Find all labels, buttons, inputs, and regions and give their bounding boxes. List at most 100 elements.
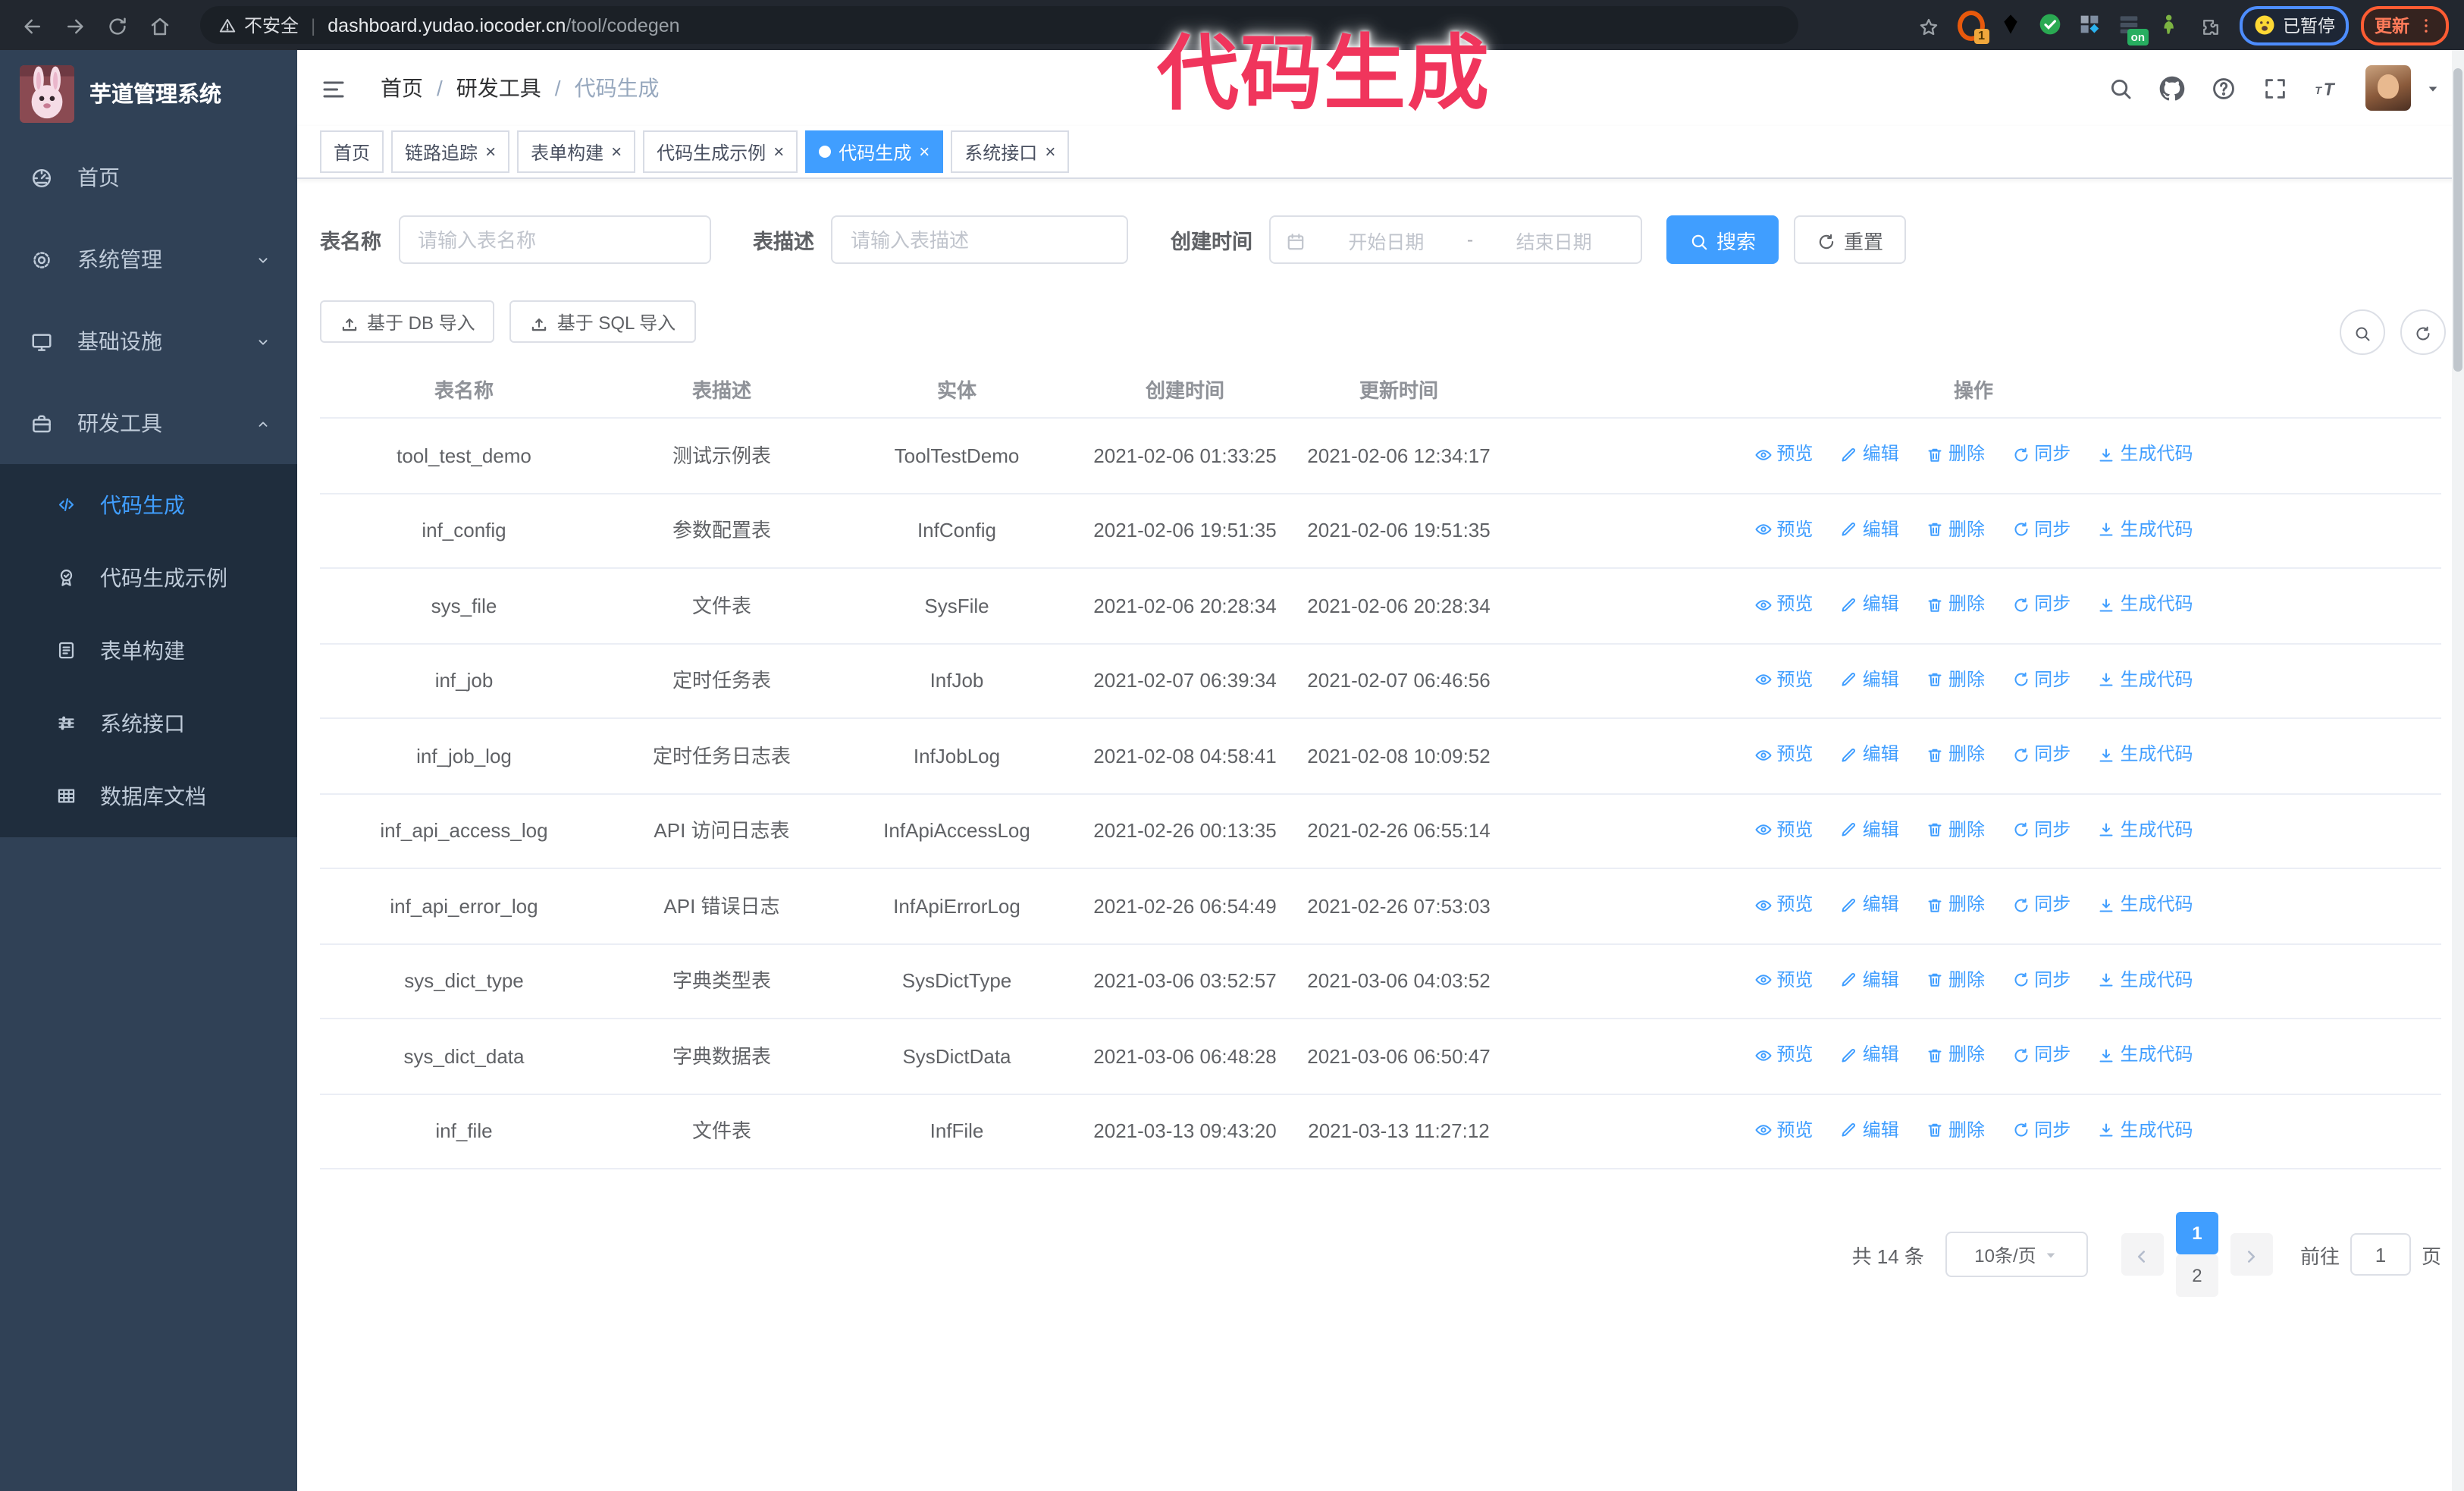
row-action-link[interactable]: 同步	[2011, 515, 2071, 544]
row-action-link[interactable]: 预览	[1754, 740, 1813, 769]
browser-reload-icon[interactable]	[100, 8, 133, 42]
row-action-link[interactable]: 编辑	[1840, 1041, 1899, 1069]
close-icon[interactable]: ×	[773, 141, 785, 162]
help-icon[interactable]	[2211, 73, 2237, 103]
row-action-link[interactable]: 删除	[1926, 590, 1985, 619]
search-icon[interactable]	[2108, 73, 2133, 103]
row-action-link[interactable]: 编辑	[1840, 815, 1899, 844]
row-action-link[interactable]: 同步	[2011, 965, 2071, 994]
extensions-puzzle-icon[interactable]	[2193, 8, 2227, 42]
close-icon[interactable]: ×	[485, 141, 497, 162]
sidebar-submenu-item[interactable]: 代码生成示例	[0, 541, 297, 614]
sidebar-menu-item[interactable]: 系统管理	[0, 218, 297, 300]
breadcrumb-devtools[interactable]: 研发工具	[456, 76, 541, 100]
row-action-link[interactable]: 预览	[1754, 1116, 1813, 1144]
date-range-picker[interactable]: 开始日期 - 结束日期	[1269, 215, 1642, 264]
row-action-link[interactable]: 预览	[1754, 515, 1813, 544]
extension-person-icon[interactable]	[2154, 11, 2181, 39]
extension-rows-icon[interactable]: on	[2114, 11, 2148, 45]
row-action-link[interactable]: 编辑	[1840, 440, 1899, 469]
row-action-link[interactable]: 编辑	[1840, 1116, 1899, 1144]
sql-import-button[interactable]: 基于 SQL 导入	[509, 300, 696, 343]
row-action-link[interactable]: 预览	[1754, 965, 1813, 994]
db-import-button[interactable]: 基于 DB 导入	[320, 300, 495, 343]
row-action-link[interactable]: 编辑	[1840, 665, 1899, 694]
sidebar-submenu-item[interactable]: 数据库文档	[0, 760, 297, 833]
row-action-link[interactable]: 预览	[1754, 1041, 1813, 1069]
sidebar-menu-item[interactable]: 研发工具	[0, 382, 297, 464]
row-action-link[interactable]: 生成代码	[2098, 1116, 2193, 1144]
row-action-link[interactable]: 生成代码	[2098, 965, 2193, 994]
scrollbar-thumb[interactable]	[2453, 68, 2462, 372]
row-action-link[interactable]: 预览	[1754, 590, 1813, 619]
row-action-link[interactable]: 删除	[1926, 440, 1985, 469]
row-action-link[interactable]: 编辑	[1840, 740, 1899, 769]
page-tab[interactable]: 代码生成示例 ×	[643, 130, 798, 173]
search-button[interactable]: 搜索	[1666, 215, 1779, 264]
github-icon[interactable]	[2159, 73, 2185, 103]
sidebar-submenu-item[interactable]: 表单构建	[0, 614, 297, 687]
refresh-table-button[interactable]	[2400, 309, 2446, 355]
row-action-link[interactable]: 删除	[1926, 740, 1985, 769]
next-page-button[interactable]	[2230, 1233, 2273, 1276]
row-action-link[interactable]: 删除	[1926, 965, 1985, 994]
row-action-link[interactable]: 同步	[2011, 440, 2071, 469]
table-name-input[interactable]	[398, 215, 710, 264]
row-action-link[interactable]: 同步	[2011, 1116, 2071, 1144]
row-action-link[interactable]: 编辑	[1840, 515, 1899, 544]
row-action-link[interactable]: 同步	[2011, 815, 2071, 844]
row-action-link[interactable]: 删除	[1926, 1041, 1985, 1069]
row-action-link[interactable]: 生成代码	[2098, 815, 2193, 844]
extension-grid-icon[interactable]	[2075, 11, 2102, 39]
page-size-select[interactable]: 10条/页	[1945, 1232, 2088, 1277]
extension-orange-icon[interactable]: 1	[1957, 11, 1989, 43]
row-action-link[interactable]: 编辑	[1840, 890, 1899, 919]
app-logo-row[interactable]: 芋道管理系统	[0, 50, 297, 137]
row-action-link[interactable]: 编辑	[1840, 590, 1899, 619]
row-action-link[interactable]: 预览	[1754, 890, 1813, 919]
close-icon[interactable]: ×	[1045, 141, 1056, 162]
row-action-link[interactable]: 生成代码	[2098, 515, 2193, 544]
row-action-link[interactable]: 生成代码	[2098, 440, 2193, 469]
sidebar-submenu-item[interactable]: 代码生成	[0, 469, 297, 541]
row-action-link[interactable]: 同步	[2011, 590, 2071, 619]
row-action-link[interactable]: 预览	[1754, 665, 1813, 694]
row-action-link[interactable]: 生成代码	[2098, 890, 2193, 919]
row-action-link[interactable]: 同步	[2011, 890, 2071, 919]
page-tab[interactable]: 系统接口 ×	[951, 130, 1070, 173]
security-label[interactable]: 不安全	[244, 15, 299, 36]
row-action-link[interactable]: 同步	[2011, 1041, 2071, 1069]
start-date-placeholder[interactable]: 开始日期	[1348, 231, 1425, 253]
reset-button[interactable]: 重置	[1794, 215, 1907, 264]
toggle-search-button[interactable]	[2340, 309, 2385, 355]
extension-check-icon[interactable]	[2036, 11, 2063, 39]
fullscreen-icon[interactable]	[2262, 73, 2288, 103]
extension-gem-icon[interactable]	[1996, 11, 2024, 39]
sidebar-menu-item[interactable]: 基础设施	[0, 300, 297, 382]
browser-back-icon[interactable]	[15, 8, 49, 42]
address-bar[interactable]: 不安全 | dashboard.yudao.iocoder.cn/tool/co…	[200, 6, 1798, 44]
browser-home-icon[interactable]	[143, 8, 176, 42]
browser-menu-dots-icon[interactable]	[2417, 14, 2435, 36]
row-action-link[interactable]: 同步	[2011, 740, 2071, 769]
profile-paused-badge[interactable]: 已暂停	[2239, 5, 2349, 45]
row-action-link[interactable]: 生成代码	[2098, 590, 2193, 619]
page-tab[interactable]: 代码生成 ×	[805, 130, 944, 173]
close-icon[interactable]: ×	[611, 141, 622, 162]
sidebar-menu-item[interactable]: 首页	[0, 137, 297, 218]
row-action-link[interactable]: 删除	[1926, 890, 1985, 919]
goto-page-input[interactable]	[2350, 1233, 2411, 1276]
row-action-link[interactable]: 删除	[1926, 665, 1985, 694]
row-action-link[interactable]: 预览	[1754, 815, 1813, 844]
caret-down-icon[interactable]	[2425, 79, 2441, 97]
user-avatar[interactable]	[2365, 65, 2411, 111]
row-action-link[interactable]: 预览	[1754, 440, 1813, 469]
table-desc-input[interactable]	[831, 215, 1128, 264]
page-tab[interactable]: 链路追踪 ×	[391, 130, 510, 173]
page-scrollbar[interactable]	[2452, 50, 2464, 1491]
breadcrumb-home[interactable]: 首页	[381, 76, 423, 100]
browser-forward-icon[interactable]	[58, 8, 91, 42]
page-tab[interactable]: 首页 ×	[320, 130, 384, 173]
row-action-link[interactable]: 生成代码	[2098, 740, 2193, 769]
